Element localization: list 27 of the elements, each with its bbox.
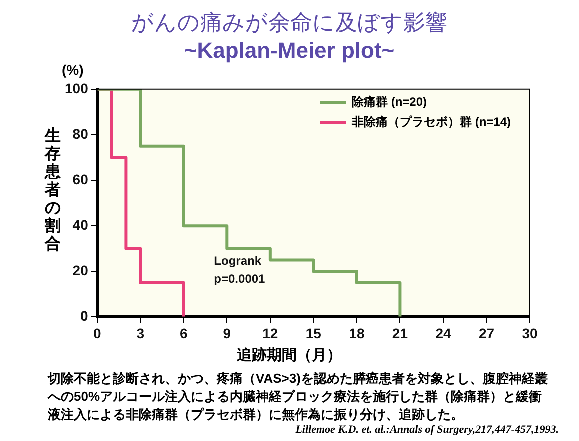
x-tick-label: 9	[223, 325, 232, 342]
x-tick-label: 15	[306, 325, 322, 342]
x-axis-title: 追跡期間（月）	[236, 346, 343, 365]
y-tick-label: 80	[72, 126, 89, 142]
y-axis-title: 生存患者の割合	[44, 128, 62, 254]
x-tick-label: 21	[392, 325, 408, 342]
y-tick-label: 20	[72, 262, 89, 278]
x-tick-label: 18	[349, 325, 365, 342]
x-tick-label: 27	[478, 325, 495, 342]
y-tick-label: 100	[65, 80, 89, 96]
y-tick-label: 60	[72, 171, 89, 188]
chart-subtitle: ~Kaplan-Meier plot~	[184, 38, 395, 63]
x-tick-label: 30	[522, 325, 538, 342]
y-tick-label: 0	[80, 308, 89, 324]
text: Lillemoe K.D. et. al.:Annals of Surgery,217,447-457,1993.	[296, 424, 559, 436]
x-tick-label: 6	[180, 325, 188, 342]
text: 切除不能と診断され、かつ、疼痛（VAS>3)を認めた膵癌患者を対象とし、腹腔神経叢への50%アルコール注入による内臓神経ブロック療法を施行した群（除痛群）と緩衝液注入による非除痛群（プラセボ群）に無作為に振り分け、追跡した。	[48, 370, 548, 424]
chart-title: がんの痛みが余命に及ぼす影響	[130, 9, 448, 37]
x-tick-label: 0	[93, 325, 102, 342]
annotation: Logrank p=0.0001	[214, 254, 266, 286]
x-tick-label: 12	[262, 325, 278, 342]
legend-label: 非除痛（プラセボ）群 (n=14)	[352, 114, 512, 131]
x-tick-label: 24	[436, 325, 452, 342]
text: (%)	[62, 62, 84, 78]
x-tick-label: 3	[136, 325, 145, 342]
legend-label: 除痛群 (n=20)	[352, 94, 428, 111]
y-tick-label: 40	[72, 216, 89, 233]
